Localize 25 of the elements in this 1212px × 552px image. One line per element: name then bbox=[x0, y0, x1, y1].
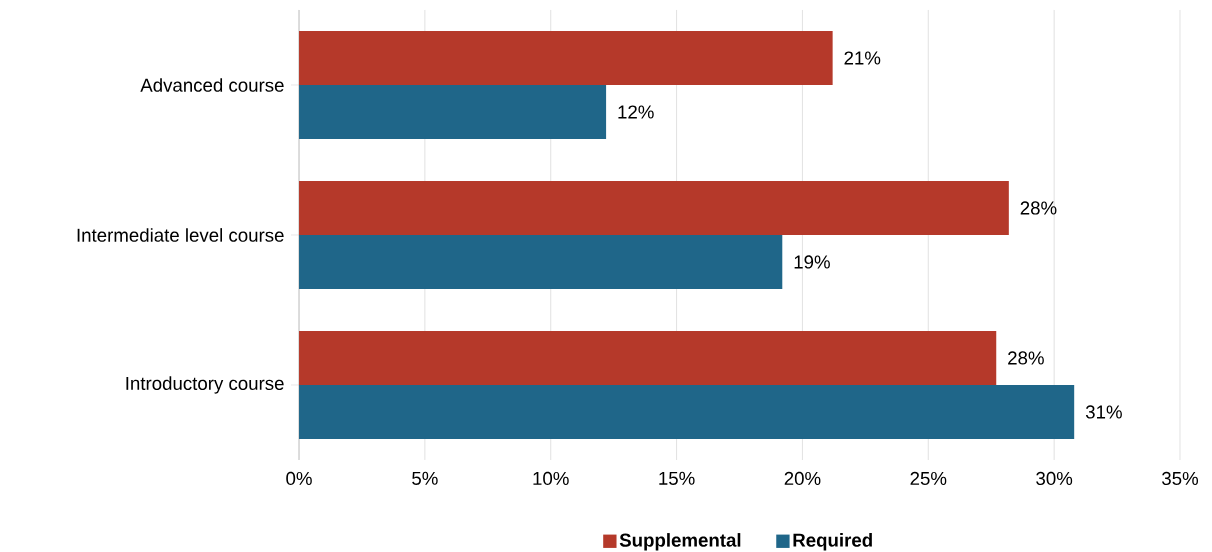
bar bbox=[299, 331, 997, 385]
x-tick-label: 5% bbox=[412, 471, 438, 485]
bar bbox=[299, 31, 833, 85]
bar bbox=[299, 181, 1009, 235]
x-tick-label: 20% bbox=[784, 471, 821, 486]
x-tick-label: 15% bbox=[659, 471, 695, 485]
y-tick-label: Intermediate level course bbox=[77, 228, 284, 242]
bar bbox=[299, 234, 783, 289]
x-tick-label: 35% bbox=[1162, 471, 1199, 486]
data-label: 19% bbox=[794, 255, 830, 269]
y-tick-label: Advanced course bbox=[140, 78, 284, 92]
data-label: 21% bbox=[844, 51, 881, 65]
data-label: 28% bbox=[1008, 351, 1044, 365]
x-tick-label: 10% bbox=[533, 471, 569, 486]
x-tick-label: 30% bbox=[1036, 471, 1073, 486]
legend-label: Required bbox=[793, 533, 872, 551]
y-tick-label: Introductory course bbox=[126, 376, 284, 394]
bar bbox=[299, 384, 1075, 439]
data-label: 28% bbox=[1020, 201, 1057, 215]
data-label: 31% bbox=[1085, 405, 1122, 419]
x-tick-label: 0% bbox=[286, 471, 312, 486]
bar bbox=[299, 84, 607, 139]
data-label: 12% bbox=[618, 105, 654, 119]
x-tick-label: 25% bbox=[910, 471, 947, 486]
legend-label: Supplemental bbox=[619, 533, 741, 551]
